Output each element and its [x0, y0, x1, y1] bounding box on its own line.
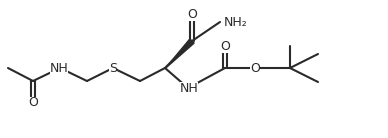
Text: NH: NH: [50, 62, 68, 75]
Text: O: O: [220, 39, 230, 52]
Text: NH: NH: [180, 82, 198, 95]
Polygon shape: [165, 39, 194, 68]
Text: O: O: [28, 96, 38, 109]
Text: O: O: [187, 7, 197, 21]
Text: NH₂: NH₂: [224, 15, 248, 29]
Text: S: S: [109, 62, 117, 75]
Text: O: O: [250, 62, 260, 75]
